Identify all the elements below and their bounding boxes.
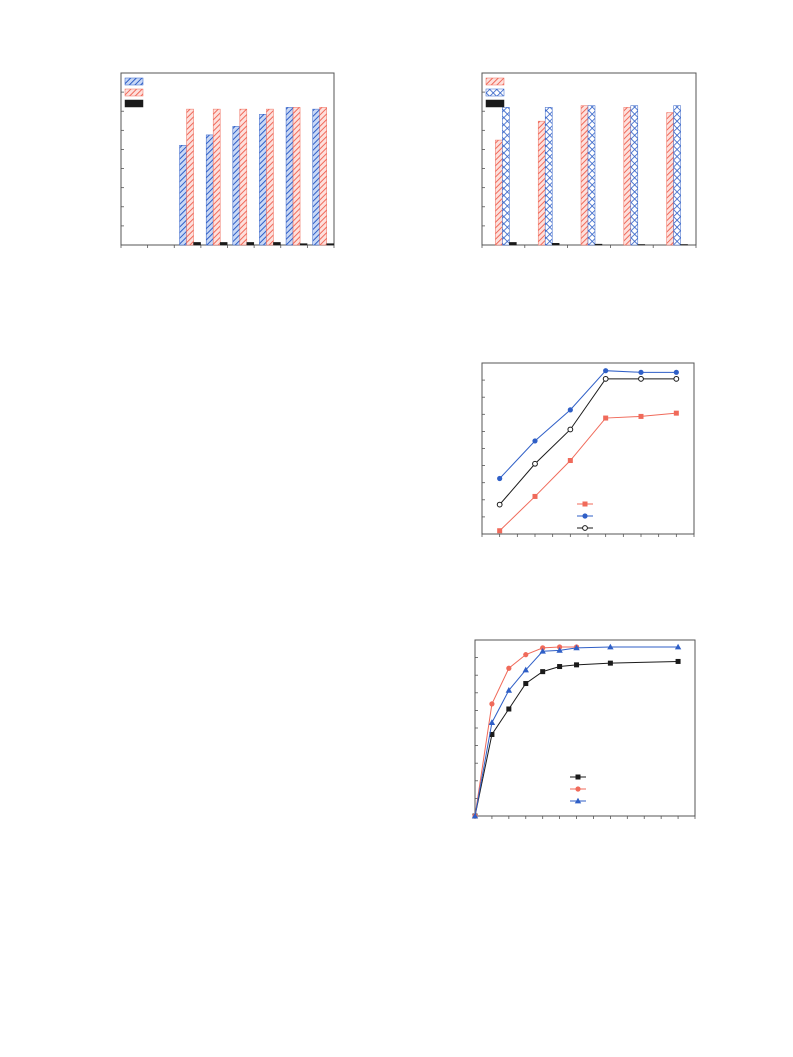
chart-1-bar-series-3-cat-7 — [299, 243, 308, 246]
chart-1-bar-series-2-cat-7 — [292, 107, 301, 246]
chart-3-point-series-2-3 — [603, 368, 609, 374]
chart-3-point-series-3-1 — [532, 460, 538, 467]
chart-1-bar-series-2-cat-5 — [239, 108, 248, 246]
chart-3-point-series-3-0 — [496, 501, 503, 508]
chart-2-bar-series-2-cat-5 — [673, 105, 681, 246]
chart-4-point-series-1-1 — [489, 731, 495, 737]
chart-2-bar-series-1-cat-3 — [580, 105, 589, 246]
chart-1-bar-series-2-cat-3 — [186, 108, 194, 246]
chart-4-point-series-3-5 — [556, 647, 563, 653]
chart-4-point-series-1-4 — [540, 669, 546, 675]
chart-3-point-series-3-3 — [602, 375, 609, 382]
chart-1-legend-swatch-1 — [124, 77, 144, 86]
chart-2-legend-swatch-3 — [485, 99, 505, 108]
chart-4-point-series-3-1 — [488, 719, 496, 725]
chart-1-plot-frame — [120, 72, 335, 246]
chart-3-line-series-1 — [499, 412, 677, 532]
chart-4-point-series-3-4 — [539, 647, 546, 654]
chart-1-legend-swatch-3 — [124, 99, 144, 108]
chart-4-legend-marker-2 — [575, 786, 581, 792]
chart-4-point-series-1-8 — [675, 658, 681, 664]
chart-2-bar-series-1-cat-2 — [537, 120, 546, 246]
chart-2-bar-series-3-cat-3 — [594, 243, 603, 246]
chart-1-bar-series-3-cat-4 — [219, 242, 228, 246]
chart-4-legend-marker-3 — [574, 797, 582, 804]
chart-4-point-series-3-6 — [573, 644, 580, 651]
chart-3-point-series-1-1 — [532, 493, 538, 499]
chart-3-legend-marker-3 — [582, 525, 588, 531]
chart-2-bar-series-1-cat-1 — [495, 139, 503, 246]
chart-3-point-series-2-2 — [567, 407, 573, 413]
chart-2-bar-series-3-cat-2 — [551, 243, 560, 246]
chart-3-line-chart — [481, 362, 695, 537]
chart-1-bar-series-1-cat-6 — [259, 114, 267, 246]
chart-4-line-series-1 — [474, 660, 679, 817]
chart-3-point-series-2-5 — [673, 369, 679, 375]
chart-4-point-series-3-0 — [471, 812, 479, 819]
chart-1-bar-series-2-cat-6 — [266, 108, 274, 246]
chart-4-point-series-1-5 — [557, 664, 563, 670]
chart-3-point-series-1-5 — [673, 410, 679, 416]
chart-3-line-series-2 — [499, 370, 677, 479]
chart-1-bar-series-3-cat-3 — [193, 242, 201, 246]
chart-2-bar-series-2-cat-4 — [630, 105, 639, 246]
chart-2-bar-series-1-cat-4 — [623, 107, 632, 246]
chart-3-point-series-1-4 — [638, 413, 644, 419]
chart-2-bar-series-3-cat-4 — [637, 244, 646, 246]
chart-1-bar-series-1-cat-7 — [285, 107, 294, 246]
chart-3-point-series-2-0 — [497, 475, 503, 482]
chart-4-point-series-2-5 — [557, 644, 563, 650]
chart-3-point-series-3-4 — [638, 375, 644, 382]
chart-4-point-series-3-2 — [505, 687, 513, 693]
chart-2-legend-swatch-1 — [485, 77, 505, 86]
chart-1-bar-series-1-cat-4 — [205, 134, 214, 246]
chart-2-bar-series-3-cat-5 — [680, 244, 688, 246]
chart-2-bar-series-3-cat-1 — [509, 242, 517, 246]
chart-4-point-series-1-7 — [607, 660, 613, 666]
chart-4-point-series-2-1 — [489, 701, 495, 707]
chart-4-point-series-2-4 — [540, 645, 546, 651]
chart-1-bar-series-1-cat-8 — [312, 108, 320, 246]
chart-2-bar-chart — [481, 72, 697, 248]
chart-2-bar-series-2-cat-1 — [502, 107, 510, 246]
chart-3-line-series-3 — [499, 378, 677, 505]
chart-4-point-series-3-7 — [607, 643, 614, 650]
chart-3-point-series-1-0 — [497, 528, 503, 534]
chart-4-point-series-2-3 — [523, 652, 529, 658]
chart-3-point-series-2-1 — [532, 438, 538, 444]
chart-3-plot-frame — [481, 362, 695, 535]
chart-3-point-series-3-5 — [673, 375, 680, 382]
chart-3-point-series-2-4 — [638, 369, 644, 375]
chart-1-bar-series-1-cat-5 — [232, 126, 241, 246]
chart-3-legend-marker-1 — [582, 501, 588, 507]
chart-4-point-series-3-8 — [674, 643, 682, 650]
chart-2-bar-series-1-cat-5 — [666, 112, 674, 246]
chart-4-point-series-1-6 — [574, 662, 580, 668]
chart-1-bar-series-3-cat-5 — [246, 242, 255, 246]
chart-1-bar-series-2-cat-4 — [212, 108, 221, 246]
chart-4-point-series-2-2 — [506, 665, 512, 671]
chart-1-bar-chart — [120, 72, 335, 248]
chart-4-point-series-1-3 — [523, 681, 529, 687]
chart-3-point-series-1-2 — [567, 458, 573, 464]
chart-4-legend-marker-1 — [575, 774, 581, 780]
chart-4-point-series-3-3 — [522, 666, 529, 673]
chart-2-bar-series-2-cat-3 — [587, 105, 596, 246]
chart-1-bar-series-1-cat-3 — [179, 144, 187, 246]
chart-1-bar-series-3-cat-6 — [273, 242, 281, 246]
chart-4-point-series-1-2 — [506, 706, 512, 712]
chart-3-point-series-1-3 — [603, 415, 609, 421]
chart-1-bar-series-3-cat-8 — [326, 243, 334, 246]
chart-3-point-series-3-2 — [567, 426, 574, 433]
chart-3-legend-marker-2 — [582, 513, 588, 519]
chart-2-bar-series-2-cat-2 — [544, 107, 553, 246]
chart-4-line-chart — [471, 639, 696, 819]
chart-1-bar-series-2-cat-8 — [319, 107, 327, 246]
chart-2-legend-swatch-2 — [485, 88, 505, 97]
chart-1-legend-swatch-2 — [124, 88, 144, 97]
